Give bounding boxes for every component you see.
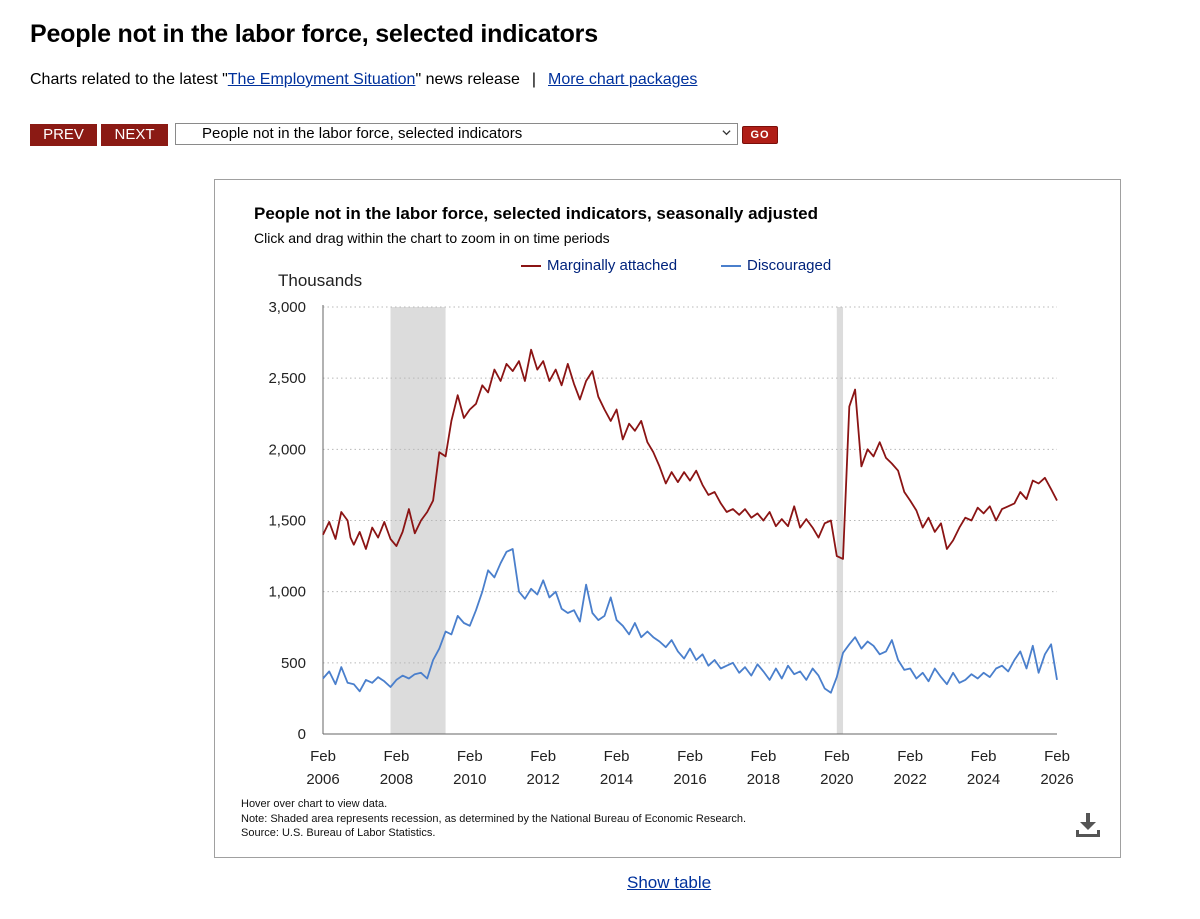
- note-recession: Note: Shaded area represents recession, …: [241, 812, 747, 825]
- chart-select-value: People not in the labor force, selected …: [202, 125, 523, 142]
- series-line-marginally-attached: [322, 348, 1058, 560]
- x-tick-month: Feb: [824, 748, 850, 765]
- subline: Charts related to the latest "The Employ…: [30, 71, 697, 89]
- x-tick-year: 2026: [1040, 771, 1073, 788]
- legend-label-discouraged: Discouraged: [747, 257, 832, 274]
- note-hover: Hover over chart to view data.: [241, 798, 388, 810]
- legend-swatch-discouraged: [721, 264, 741, 267]
- series-layer: [322, 348, 1058, 694]
- x-tick-month: Feb: [383, 748, 409, 765]
- y-axis-title: Thousands: [278, 271, 363, 290]
- note-source: Source: U.S. Bureau of Labor Statistics.: [241, 827, 436, 839]
- x-tick-year: 2010: [453, 771, 486, 788]
- x-tick-year: 2022: [894, 771, 927, 788]
- x-tick-year: 2018: [747, 771, 780, 788]
- x-tick-year: 2024: [967, 771, 1000, 788]
- chart-title: People not in the labor force, selected …: [254, 204, 818, 223]
- more-chart-packages-link[interactable]: More chart packages: [548, 71, 698, 88]
- legend-item-discouraged[interactable]: Discouraged: [721, 257, 831, 274]
- page-title: People not in the labor force, selected …: [30, 20, 598, 48]
- chart-select-dropdown[interactable]: People not in the labor force, selected …: [175, 123, 738, 145]
- subline-suffix: " news release: [415, 71, 520, 88]
- legend-label-marginally-attached: Marginally attached: [547, 257, 678, 274]
- y-tick-label: 0: [298, 726, 306, 743]
- axes-layer: 0 500 1,000 1,500 2,000 2,500 3,000 Feb 2006 Feb 2…: [268, 299, 1073, 788]
- x-tick-year: 2016: [673, 771, 706, 788]
- go-button[interactable]: GO: [742, 126, 778, 144]
- subline-separator: |: [531, 71, 536, 88]
- y-tick-label: 1,000: [268, 584, 306, 601]
- recession-band-1: [836, 307, 844, 734]
- legend-swatch-marginally-attached: [521, 264, 541, 267]
- gridlines-layer: [323, 306, 1057, 664]
- x-tick-month: Feb: [897, 748, 923, 765]
- x-tick-year: 2012: [527, 771, 560, 788]
- series-line-discouraged: [322, 548, 1058, 694]
- download-icon[interactable]: [1073, 810, 1103, 840]
- x-tick-month: Feb: [457, 748, 483, 765]
- chevron-down-icon: [722, 130, 731, 136]
- legend-item-marginally-attached[interactable]: Marginally attached: [521, 257, 677, 274]
- x-tick-month: Feb: [604, 748, 630, 765]
- y-tick-label: 2,000: [268, 441, 306, 458]
- x-tick-year: 2006: [306, 771, 339, 788]
- x-tick-year: 2020: [820, 771, 853, 788]
- chart-notes: Hover over chart to view data. Note: Sha…: [241, 797, 746, 841]
- x-tick-month: Feb: [310, 748, 336, 765]
- x-tick-month: Feb: [677, 748, 703, 765]
- y-tick-label: 3,000: [268, 299, 306, 316]
- subline-prefix: Charts related to the latest ": [30, 71, 228, 88]
- x-tick-year: 2014: [600, 771, 633, 788]
- prev-button[interactable]: PREV: [30, 124, 97, 146]
- x-tick-month: Feb: [1044, 748, 1070, 765]
- employment-situation-link[interactable]: The Employment Situation: [227, 71, 416, 88]
- y-tick-label: 500: [281, 655, 306, 672]
- next-button[interactable]: NEXT: [101, 124, 168, 146]
- x-tick-month: Feb: [530, 748, 556, 765]
- line-chart[interactable]: 0 500 1,000 1,500 2,000 2,500 3,000 Feb 2006 Feb 2…: [215, 180, 1120, 857]
- show-table-link[interactable]: Show table: [627, 873, 712, 892]
- y-tick-label: 1,500: [268, 513, 306, 530]
- y-tick-label: 2,500: [268, 370, 306, 387]
- x-tick-month: Feb: [750, 748, 776, 765]
- chart-panel: 0 500 1,000 1,500 2,000 2,500 3,000 Feb 2006 Feb 2…: [214, 179, 1121, 858]
- x-tick-year: 2008: [380, 771, 413, 788]
- chart-subtitle: Click and drag within the chart to zoom …: [254, 230, 610, 246]
- x-tick-month: Feb: [971, 748, 997, 765]
